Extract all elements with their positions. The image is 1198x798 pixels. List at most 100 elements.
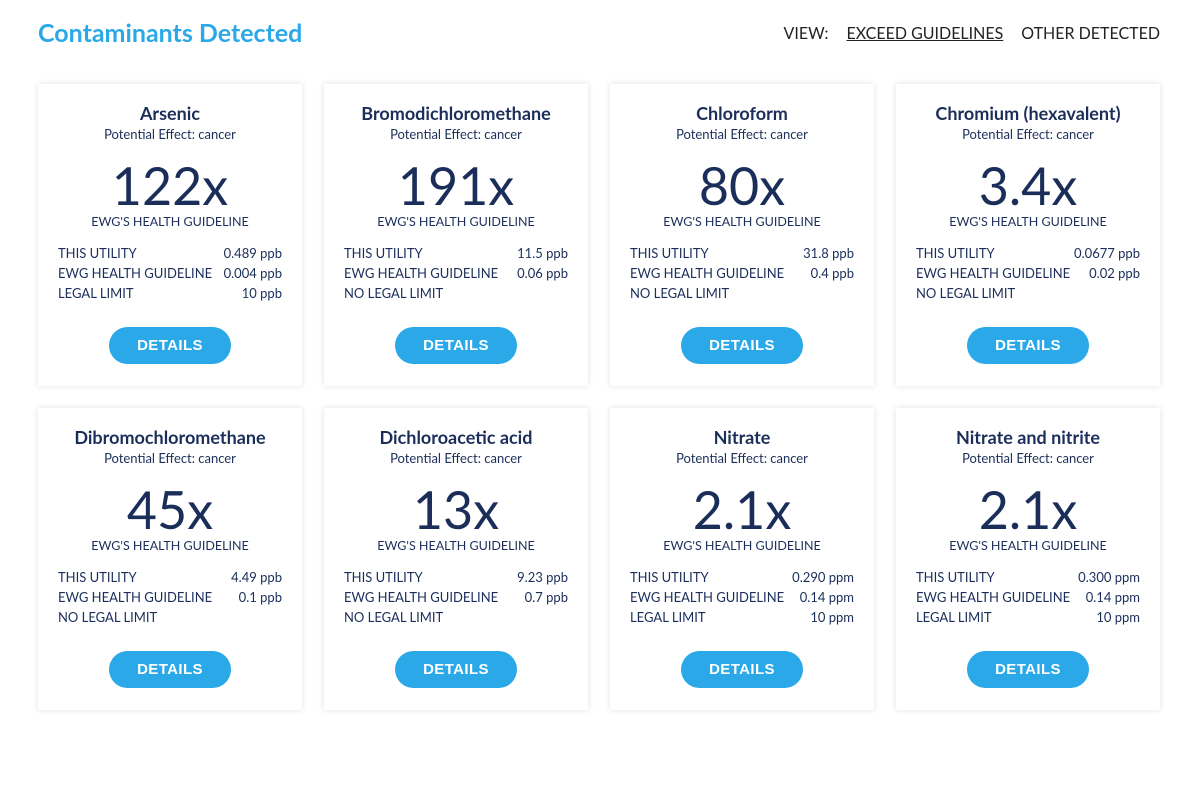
multiplier-value: 13x [344,484,568,536]
potential-effect: Potential Effect: cancer [630,126,854,142]
measurement-rows: THIS UTILITY 9.23 ppb EWG HEALTH GUIDELINE… [344,569,568,635]
multiplier-value: 3.4x [916,160,1140,212]
ewg-guideline-row-value: 0.02 ppb [1089,265,1140,281]
ewg-guideline-row-value: 0.1 ppb [239,589,282,605]
guideline-label: EWG'S HEALTH GUIDELINE [630,538,854,553]
contaminant-name: Chromium (hexavalent) [916,102,1140,124]
measurement-rows: THIS UTILITY0.290 ppm EWG HEALTH GUIDELIN… [630,569,854,635]
details-button[interactable]: DETAILS [967,651,1089,688]
utility-row-label: THIS UTILITY [630,245,709,261]
ewg-guideline-row-label: EWG HEALTH GUIDELINE [344,589,498,605]
potential-effect: Potential Effect: cancer [916,450,1140,466]
ewg-guideline-row: EWG HEALTH GUIDELINE 0.14 ppm [916,589,1140,605]
legal-limit-row: LEGAL LIMIT10 ppm [916,609,1140,625]
details-button[interactable]: DETAILS [681,327,803,364]
utility-row-label: THIS UTILITY [916,569,995,585]
utility-row: THIS UTILITY4.49 ppb [58,569,282,585]
ewg-guideline-row-value: 0.14 ppm [1086,589,1140,605]
details-button[interactable]: DETAILS [109,651,231,688]
details-button[interactable]: DETAILS [681,651,803,688]
multiplier-value: 80x [630,160,854,212]
guideline-label: EWG'S HEALTH GUIDELINE [58,538,282,553]
measurement-rows: THIS UTILITY 31.8 ppb EWG HEALTH GUIDELINE… [630,245,854,311]
utility-row-label: THIS UTILITY [916,245,995,261]
potential-effect: Potential Effect: cancer [344,126,568,142]
utility-row: THIS UTILITY0.290 ppm [630,569,854,585]
utility-row: THIS UTILITY11.5 ppb [344,245,568,261]
measurement-rows: THIS UTILITY 0.0677 ppbEWG HEALTH GUIDELI… [916,245,1140,311]
guideline-label: EWG'S HEALTH GUIDELINE [344,538,568,553]
multiplier-value: 2.1x [630,484,854,536]
view-tab-other[interactable]: OTHER DETECTED [1021,24,1160,43]
legal-limit-row-label: LEGAL LIMIT [58,285,134,301]
potential-effect: Potential Effect: cancer [58,450,282,466]
ewg-guideline-row: EWG HEALTH GUIDELINE 0.4 ppb [630,265,854,281]
guideline-label: EWG'S HEALTH GUIDELINE [630,214,854,229]
contaminant-card: DibromochloromethanePotential Effect: ca… [38,408,302,710]
no-legal-limit-row: NO LEGAL LIMIT [58,609,282,625]
contaminant-card: Nitrate and nitrite Potential Effect: can… [896,408,1160,710]
contaminant-name: Dichloroacetic acid [344,426,568,448]
contaminant-grid: ArsenicPotential Effect: cancer122xEWG'S… [38,84,1160,710]
guideline-label: EWG'S HEALTH GUIDELINE [916,214,1140,229]
utility-row: THIS UTILITY 9.23 ppb [344,569,568,585]
no-legal-limit-row-label: NO LEGAL LIMIT [344,609,443,625]
utility-row: THIS UTILITY0.489 ppb [58,245,282,261]
contaminant-card: ArsenicPotential Effect: cancer122xEWG'S… [38,84,302,386]
utility-row-label: THIS UTILITY [630,569,709,585]
utility-row-value: 9.23 ppb [517,569,568,585]
details-button[interactable]: DETAILS [395,651,517,688]
measurement-rows: THIS UTILITY 0.300 ppm EWG HEALTH GUIDELIN… [916,569,1140,635]
measurement-rows: THIS UTILITY11.5 ppb EWG HEALTH GUIDELINE… [344,245,568,311]
utility-row-label: THIS UTILITY [344,569,423,585]
details-button[interactable]: DETAILS [395,327,517,364]
ewg-guideline-row: EWG HEALTH GUIDELINE 0.1 ppb [58,589,282,605]
no-legal-limit-row: NO LEGAL LIMIT [630,285,854,301]
contaminant-name: Nitrate [630,426,854,448]
contaminant-card: Bromodichloromethane Potential Effect: ca… [324,84,588,386]
utility-row: THIS UTILITY 31.8 ppb [630,245,854,261]
details-button[interactable]: DETAILS [109,327,231,364]
multiplier-value: 45x [58,484,282,536]
header-row: Contaminants Detected VIEW: EXCEED GUIDE… [38,18,1160,48]
ewg-guideline-row-label: EWG HEALTH GUIDELINE [916,589,1070,605]
contaminant-name: Arsenic [58,102,282,124]
utility-row-value: 11.5 ppb [517,245,568,261]
utility-row-value: 31.8 ppb [803,245,854,261]
no-legal-limit-row-label: NO LEGAL LIMIT [344,285,443,301]
ewg-guideline-row-value: 0.06 ppb [517,265,568,281]
utility-row-value: 4.49 ppb [231,569,282,585]
contaminant-name: Chloroform [630,102,854,124]
potential-effect: Potential Effect: cancer [58,126,282,142]
no-legal-limit-row: NO LEGAL LIMIT [916,285,1140,301]
details-button[interactable]: DETAILS [967,327,1089,364]
potential-effect: Potential Effect: cancer [916,126,1140,142]
contaminant-name: Bromodichloromethane [344,102,568,124]
ewg-guideline-row-label: EWG HEALTH GUIDELINE [58,589,212,605]
contaminant-name: Nitrate and nitrite [916,426,1140,448]
ewg-guideline-row-value: 0.004 ppb [224,265,282,281]
measurement-rows: THIS UTILITY0.489 ppbEWG HEALTH GUIDELIN… [58,245,282,311]
view-tab-exceed[interactable]: EXCEED GUIDELINES [847,24,1004,43]
ewg-guideline-row-value: 0.14 ppm [800,589,854,605]
ewg-guideline-row: EWG HEALTH GUIDELINE 0.14 ppm [630,589,854,605]
utility-row-value: 0.0677 ppb [1074,245,1140,261]
utility-row: THIS UTILITY 0.300 ppm [916,569,1140,585]
potential-effect: Potential Effect: cancer [344,450,568,466]
ewg-guideline-row: EWG HEALTH GUIDELINE 0.06 ppb [344,265,568,281]
ewg-guideline-row-value: 0.4 ppb [811,265,854,281]
ewg-guideline-row-label: EWG HEALTH GUIDELINE [916,265,1070,281]
ewg-guideline-row-label: EWG HEALTH GUIDELINE [630,265,784,281]
legal-limit-row: LEGAL LIMIT10 ppm [630,609,854,625]
utility-row-label: THIS UTILITY [58,245,137,261]
contaminant-card: Chloroform Potential Effect: cancer 80x EWG… [610,84,874,386]
legal-limit-row-value: 10 ppb [242,285,282,301]
contaminant-card: Chromium (hexavalent) Potential Effect: c… [896,84,1160,386]
potential-effect: Potential Effect: cancer [630,450,854,466]
ewg-guideline-row-label: EWG HEALTH GUIDELINE [344,265,498,281]
ewg-guideline-row-value: 0.7 ppb [525,589,568,605]
utility-row-value: 0.300 ppm [1078,569,1140,585]
multiplier-value: 2.1x [916,484,1140,536]
legal-limit-row-value: 10 ppm [810,609,854,625]
ewg-guideline-row-label: EWG HEALTH GUIDELINE [630,589,784,605]
